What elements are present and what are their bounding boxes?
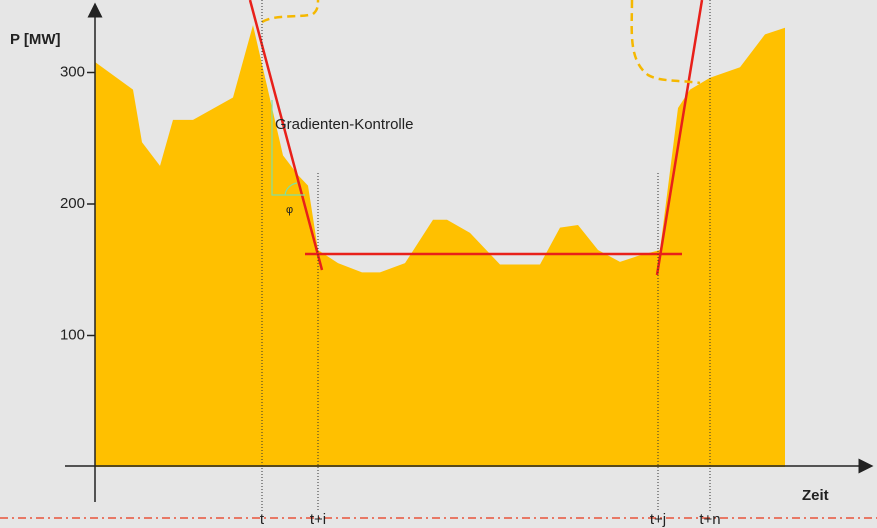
annotation: Gradienten-Kontrolle (275, 116, 413, 133)
x-axis-label: Zeit (802, 487, 829, 504)
x-tick-label: t (260, 511, 265, 528)
area (95, 25, 785, 467)
angle-symbol: φ (286, 204, 293, 216)
dashed-curve (630, 0, 701, 85)
x-tick-label: t+j (650, 511, 666, 528)
y-tick-label: 300 (60, 63, 85, 80)
x-tick-label: t+n (699, 511, 720, 528)
dashed-curve (261, 0, 320, 24)
plot (95, 25, 785, 467)
y-tick-label: 200 (60, 195, 85, 212)
y-axis-label: P [MW] (10, 31, 61, 48)
angle-indicator (271, 100, 305, 196)
x-tick-label: t+i (310, 511, 326, 528)
y-tick-label: 100 (60, 326, 85, 343)
